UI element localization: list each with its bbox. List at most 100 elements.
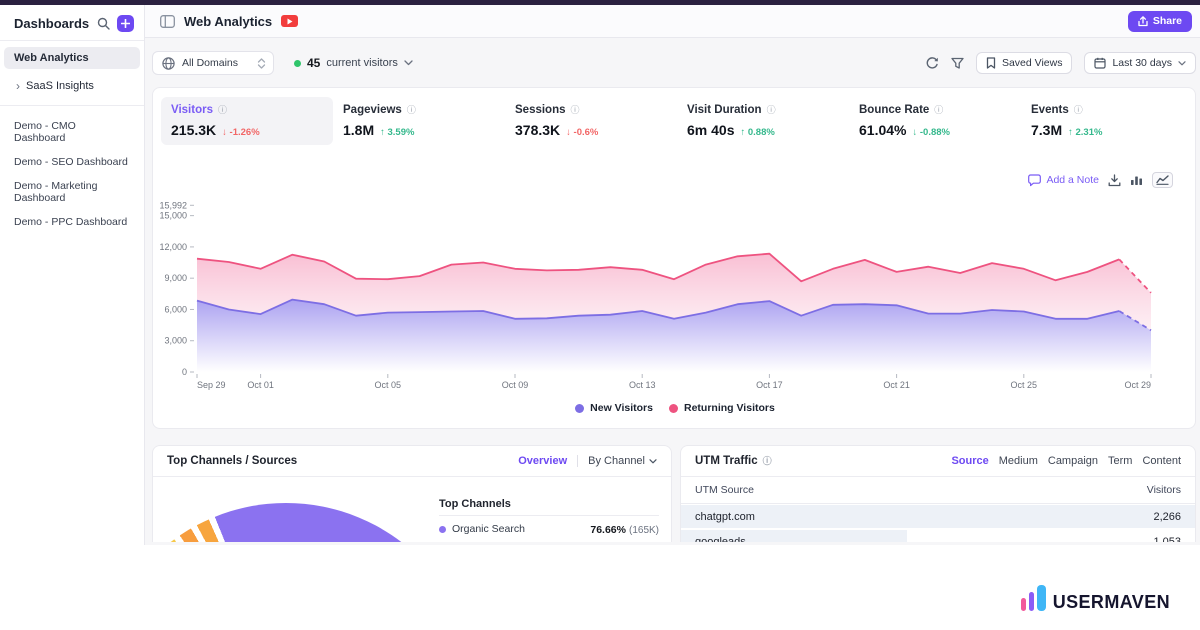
refresh-icon[interactable] <box>925 56 939 70</box>
metric-visitors[interactable]: Visitors ⓘ 215.3K ↓ -1.26% <box>161 97 333 145</box>
app-window: Dashboards Web Analytics › SaaS Insights <box>0 5 1200 545</box>
svg-text:Oct 21: Oct 21 <box>883 380 910 390</box>
legend-dot-icon <box>669 403 678 413</box>
share-button-label: Share <box>1152 15 1182 27</box>
utm-tabs: Source Medium Campaign Term Content <box>951 455 1181 467</box>
channel-label: Organic Search <box>452 523 525 535</box>
sidebar-divider <box>0 105 144 106</box>
bar-chart-view-icon[interactable] <box>1130 174 1143 186</box>
utm-source-value: googleads <box>695 535 746 543</box>
svg-text:Oct 17: Oct 17 <box>756 380 783 390</box>
utm-tab-term[interactable]: Term <box>1108 455 1133 467</box>
legend-dot-icon <box>575 403 585 413</box>
info-icon[interactable]: ⓘ <box>570 104 580 115</box>
chevron-down-icon <box>404 60 413 66</box>
info-icon[interactable]: ⓘ <box>766 104 776 115</box>
svg-text:6,000: 6,000 <box>164 304 187 314</box>
date-range-label: Last 30 days <box>1112 57 1172 69</box>
download-chart-icon[interactable] <box>1108 173 1121 187</box>
utm-traffic-title-text: UTM Traffic <box>695 455 758 467</box>
sidebar-toggle-icon[interactable] <box>160 14 175 28</box>
metric-bounce-rate[interactable]: Bounce Rate ⓘ 61.04% ↓ -0.88% <box>849 97 1021 145</box>
metric-value: 7.3M <box>1031 122 1063 138</box>
add-note-label: Add a Note <box>1046 174 1099 186</box>
utm-table-row[interactable]: googleads 1,053 <box>681 529 1195 542</box>
metric-events[interactable]: Events ⓘ 7.3M ↑ 2.31% <box>1021 97 1193 145</box>
utm-source-column-header: UTM Source <box>695 484 754 496</box>
saved-views-button[interactable]: Saved Views <box>975 52 1073 74</box>
sidebar-item-web-analytics[interactable]: Web Analytics <box>4 47 140 69</box>
bookmark-icon <box>986 57 996 69</box>
add-note-button[interactable]: Add a Note <box>1028 173 1099 187</box>
legend-label: New Visitors <box>590 402 653 414</box>
metric-visit-duration[interactable]: Visit Duration ⓘ 6m 40s ↑ 0.88% <box>677 97 849 145</box>
metric-value: 1.8M <box>343 122 375 138</box>
legend-item-new-visitors[interactable]: New Visitors <box>575 402 653 414</box>
info-icon[interactable]: ⓘ <box>406 104 416 115</box>
sidebar: Dashboards Web Analytics › SaaS Insights <box>0 5 145 545</box>
metric-label: Sessions <box>515 104 566 116</box>
metric-label: Visitors <box>171 104 213 116</box>
metric-value: 6m 40s <box>687 122 735 138</box>
current-visitors-label: current visitors <box>326 57 398 69</box>
metric-trend: ↓ -0.6% <box>566 127 599 138</box>
browser-top-strip <box>0 0 1200 5</box>
utm-tab-source[interactable]: Source <box>951 455 989 467</box>
globe-icon <box>162 56 175 70</box>
search-icon[interactable] <box>97 17 110 30</box>
info-icon[interactable]: ⓘ <box>217 104 227 115</box>
svg-text:Oct 05: Oct 05 <box>375 380 402 390</box>
add-dashboard-button[interactable] <box>117 15 134 32</box>
live-dot-icon <box>294 59 301 67</box>
utm-tab-medium[interactable]: Medium <box>998 455 1038 467</box>
svg-text:15,992: 15,992 <box>159 200 187 210</box>
utm-visitors-column-header: Visitors <box>1146 484 1181 496</box>
utm-visitors-value: 1,053 <box>1153 535 1181 543</box>
share-button[interactable]: Share <box>1127 10 1192 32</box>
filter-bar-right: Saved Views Last 30 days <box>925 52 1196 74</box>
svg-text:12,000: 12,000 <box>159 242 187 252</box>
info-icon[interactable]: ⓘ <box>1073 104 1083 115</box>
line-chart-view-icon[interactable] <box>1152 172 1173 188</box>
main-column: Web Analytics Share All Domains <box>145 5 1200 545</box>
metric-value: 61.04% <box>859 122 907 138</box>
channel-dot-icon <box>439 525 446 533</box>
metric-label: Visit Duration <box>687 104 762 116</box>
youtube-tutorial-icon[interactable] <box>281 15 299 27</box>
metric-trend: ↑ 3.59% <box>380 127 415 138</box>
channel-count: (165K) <box>628 525 659 536</box>
sidebar-demo-item[interactable]: Demo - PPC Dashboard <box>14 216 128 228</box>
metric-value: 215.3K <box>171 122 217 138</box>
tab-by-channel[interactable]: By Channel <box>588 455 657 467</box>
sidebar-demo-item[interactable]: Demo - SEO Dashboard <box>14 156 128 168</box>
sidebar-item-saas-insights[interactable]: › SaaS Insights <box>4 75 140 97</box>
channel-list-item[interactable]: Organic Search 76.66% (165K) <box>439 516 659 541</box>
sidebar-item-label: Web Analytics <box>14 52 89 64</box>
info-icon[interactable]: ⓘ <box>762 455 772 466</box>
sidebar-demo-item[interactable]: Demo - Marketing Dashboard <box>14 180 98 204</box>
date-range-button[interactable]: Last 30 days <box>1084 52 1196 74</box>
current-visitors[interactable]: 45 current visitors <box>294 56 413 70</box>
domain-select[interactable]: All Domains <box>152 51 274 75</box>
metric-label: Pageviews <box>343 104 402 116</box>
channel-list-item[interactable]: Direct17.21%(37K) <box>439 541 659 542</box>
chevron-down-icon <box>649 458 657 463</box>
tab-overview[interactable]: Overview <box>518 455 568 467</box>
metric-sessions[interactable]: Sessions ⓘ 378.3K ↓ -0.6% <box>505 97 677 145</box>
saved-views-label: Saved Views <box>1001 57 1063 69</box>
page-title: Web Analytics <box>184 13 273 29</box>
utm-tab-campaign[interactable]: Campaign <box>1047 455 1099 467</box>
sidebar-demo-item[interactable]: Demo - CMO Dashboard <box>14 120 76 144</box>
info-icon[interactable]: ⓘ <box>934 104 944 115</box>
channels-pie-chart[interactable] <box>153 503 476 542</box>
metric-pageviews[interactable]: Pageviews ⓘ 1.8M ↑ 3.59% <box>333 97 505 145</box>
svg-text:Sep 29: Sep 29 <box>197 380 226 390</box>
utm-tab-content[interactable]: Content <box>1142 455 1181 467</box>
filter-funnel-icon[interactable] <box>951 57 964 70</box>
legend-item-returning-visitors[interactable]: Returning Visitors <box>669 402 775 414</box>
top-channels-header: Top Channels / Sources Overview By Chann… <box>153 446 671 477</box>
utm-table-row[interactable]: chatgpt.com 2,266 <box>681 504 1195 529</box>
top-channels-list: Top Channels Organic Search 76.66%(165K) D… <box>439 498 659 542</box>
